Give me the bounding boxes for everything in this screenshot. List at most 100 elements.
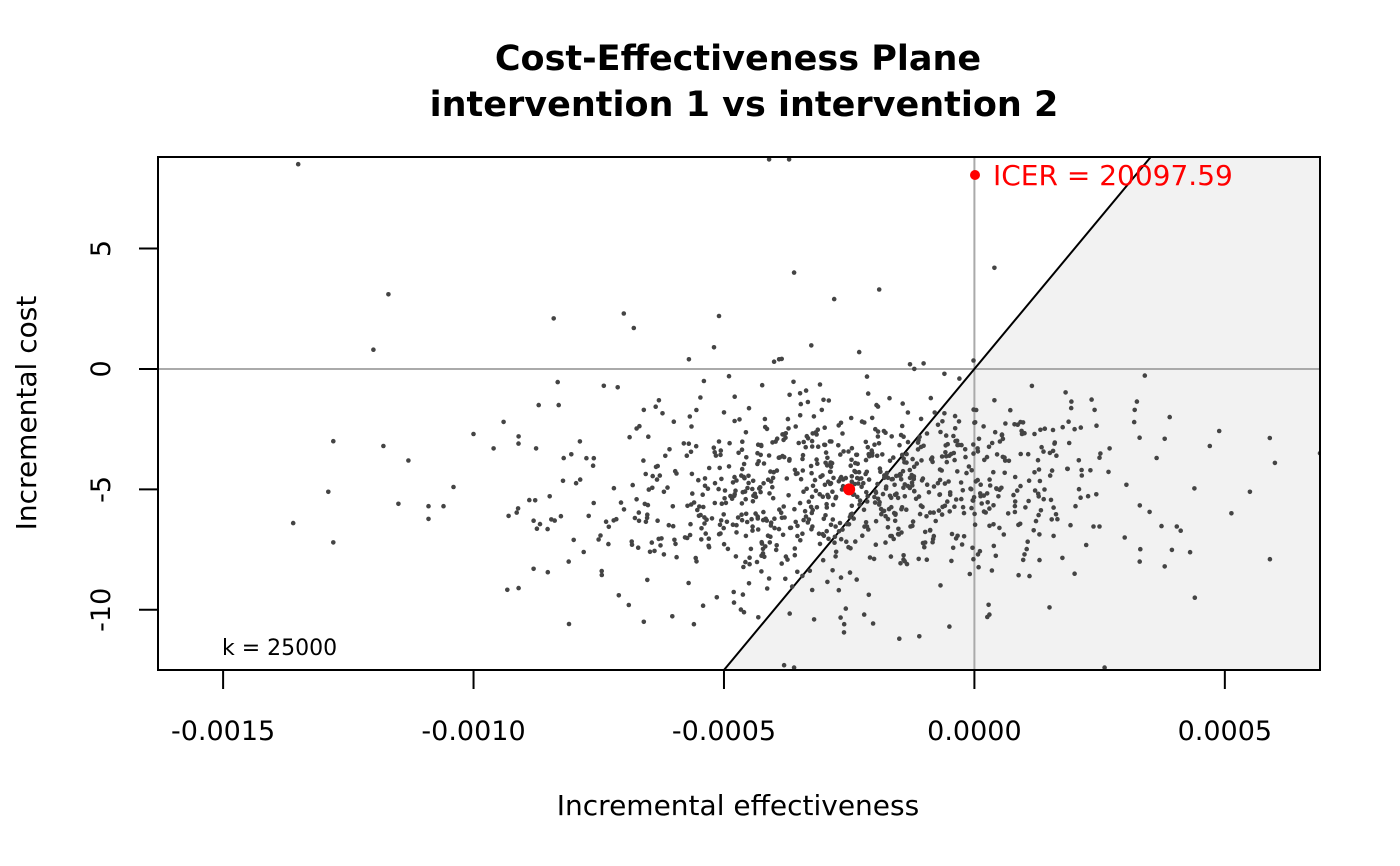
simulation-point [979,501,984,506]
simulation-point [787,525,793,531]
simulation-point [732,491,737,497]
simulation-point [987,506,992,511]
simulation-point [1036,512,1041,518]
simulation-point [971,451,976,456]
simulation-point [861,480,866,486]
simulation-point [714,595,720,600]
simulation-point [972,511,977,517]
simulation-point [533,446,539,451]
simulation-point [636,510,642,515]
simulation-point [843,475,849,481]
simulation-point [702,483,708,489]
simulation-point [783,435,788,441]
simulation-point [810,431,815,436]
simulation-point [929,457,934,462]
simulation-point [938,429,943,435]
simulation-point [684,453,690,459]
simulation-point [694,559,699,564]
simulation-point [690,491,695,496]
simulation-point [796,440,801,446]
simulation-point [803,514,809,519]
simulation-point [838,420,844,426]
simulation-point [1167,414,1172,420]
simulation-point [811,414,817,419]
simulation-point [689,471,695,477]
simulation-point [823,460,828,466]
simulation-point [731,600,737,605]
simulation-point [826,398,832,403]
simulation-point [768,523,774,528]
simulation-point [746,581,752,586]
willingness-to-pay-line [723,157,1152,670]
simulation-point [994,452,1000,457]
simulation-point [739,466,745,472]
simulation-point [641,407,647,413]
simulation-point [556,402,561,408]
simulation-point [841,621,847,627]
simulation-point [1192,595,1198,600]
simulation-point [687,532,693,538]
simulation-point [1207,443,1213,449]
simulation-point [331,438,336,444]
simulation-point [1174,524,1180,529]
simulation-point [1169,547,1175,553]
simulation-point [771,359,777,365]
simulation-point [660,411,665,416]
simulation-point [892,482,897,488]
simulation-point [953,536,959,541]
simulation-point [645,502,651,508]
simulation-point [800,456,805,462]
simulation-point [1091,524,1096,529]
simulation-point [875,404,881,409]
simulation-point [1025,539,1030,544]
simulation-point [960,504,966,510]
simulation-point [928,395,934,401]
simulation-point [688,521,693,527]
simulation-point [959,496,964,502]
simulation-point [800,573,805,579]
simulation-point [759,382,765,388]
simulation-point [865,391,871,396]
simulation-point [696,513,702,519]
simulation-point [768,469,773,474]
simulation-point [577,439,583,444]
simulation-point [561,455,566,461]
simulation-point [931,510,936,515]
simulation-point [770,475,776,481]
simulation-point [999,432,1005,437]
simulation-point [895,531,901,537]
simulation-point [841,630,847,635]
simulation-point [809,470,814,476]
simulation-point [729,495,735,500]
simulation-point [682,535,688,540]
simulation-point [939,454,945,459]
simulation-point [883,430,888,436]
simulation-point [791,665,797,670]
simulation-point [750,528,755,533]
simulation-point [711,345,717,350]
simulation-point [295,161,301,167]
simulation-point [1038,427,1043,433]
simulation-point [937,492,942,498]
simulation-point [702,521,707,526]
simulation-point [536,402,541,408]
simulation-point [961,534,967,539]
simulation-point [381,443,386,449]
simulation-point [900,468,906,474]
simulation-point [763,544,768,549]
simulation-point [848,463,853,469]
simulation-point [1018,483,1023,489]
simulation-point [755,527,761,532]
simulation-point [815,427,821,433]
simulation-point [866,477,872,482]
simulation-point [1029,383,1035,389]
simulation-point [1032,488,1038,493]
simulation-point [1037,532,1042,537]
simulation-point [911,476,917,482]
simulation-point [924,431,930,436]
simulation-point [665,485,670,490]
simulation-point [919,458,924,463]
simulation-point [985,500,990,505]
simulation-point [821,516,827,522]
